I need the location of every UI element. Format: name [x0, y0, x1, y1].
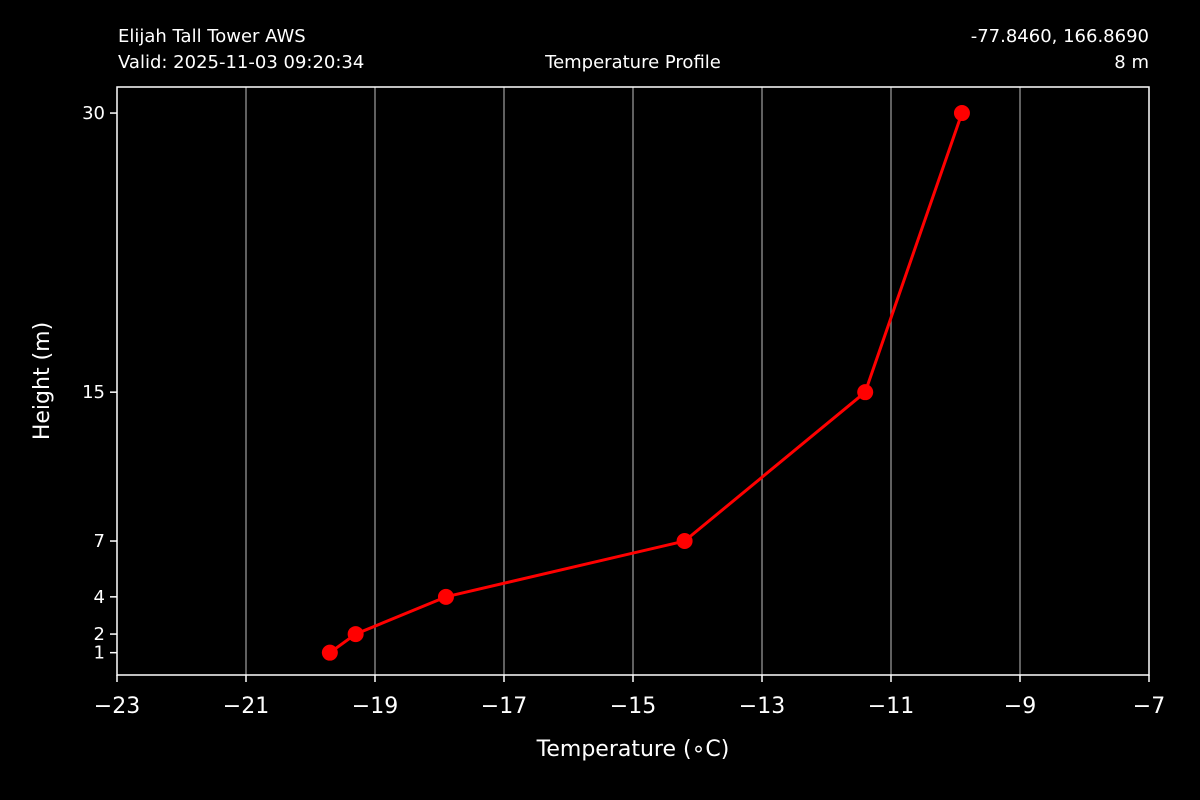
x-tick-label: −19 [352, 694, 398, 719]
y-axis-ticks: 12 4 7 15 30 [82, 103, 117, 664]
data-point [347, 626, 364, 643]
data-series [321, 105, 970, 661]
chart-title: Temperature Profile [544, 52, 721, 73]
x-tick-label: −13 [739, 694, 785, 719]
y-tick-label: 4 [94, 587, 105, 608]
data-point [953, 105, 970, 122]
y-tick-label: 15 [82, 382, 105, 403]
y-tick-label: 30 [82, 103, 105, 124]
gridlines [245, 87, 1021, 675]
data-point [437, 588, 454, 605]
x-axis-ticks: −23 −21 −19 −17 −15 −13 −11 −9 −7 [94, 675, 1165, 719]
y-tick-label: 7 [94, 531, 105, 552]
x-tick-label: −11 [868, 694, 914, 719]
x-tick-label: −9 [1004, 694, 1036, 719]
y-tick-label: 1 [94, 643, 105, 664]
y-axis-label: Height (m) [30, 322, 55, 440]
station-level: 8 m [1114, 52, 1149, 73]
station-name: Elijah Tall Tower AWS [118, 26, 306, 47]
data-point [321, 644, 338, 661]
station-coordinates: -77.8460, 166.8690 [971, 26, 1149, 47]
x-axis-label: Temperature (∘C) [536, 737, 730, 762]
y-tick-label: 2 [94, 624, 105, 645]
x-tick-label: −23 [94, 694, 140, 719]
data-point [857, 384, 874, 401]
x-tick-label: −21 [223, 694, 269, 719]
valid-time: Valid: 2025-11-03 09:20:34 [118, 52, 364, 73]
data-point [676, 533, 693, 550]
x-tick-label: −15 [610, 694, 656, 719]
x-tick-label: −7 [1133, 694, 1165, 719]
x-tick-label: −17 [481, 694, 527, 719]
